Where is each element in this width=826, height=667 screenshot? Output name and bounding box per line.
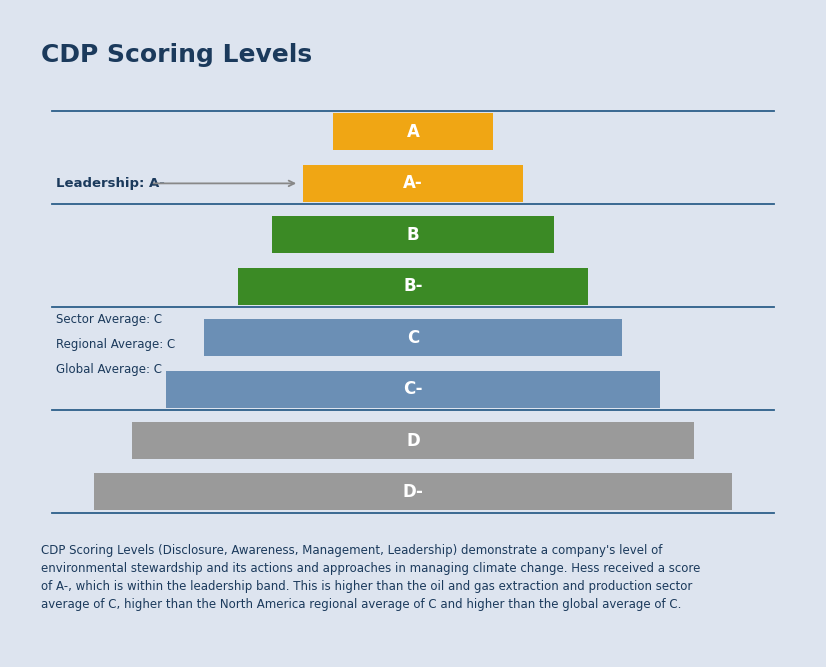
Text: C-: C- bbox=[403, 380, 423, 398]
Text: C: C bbox=[407, 329, 419, 347]
Text: Leadership: A-: Leadership: A- bbox=[56, 177, 164, 190]
Text: CDP Scoring Levels (Disclosure, Awareness, Management, Leadership) demonstrate a: CDP Scoring Levels (Disclosure, Awarenes… bbox=[41, 544, 700, 610]
Text: D-: D- bbox=[402, 483, 424, 501]
Text: Sector Average: C: Sector Average: C bbox=[56, 313, 162, 326]
Bar bbox=[94, 474, 732, 510]
Bar bbox=[303, 165, 523, 202]
Bar bbox=[333, 113, 493, 151]
Text: Regional Average: C: Regional Average: C bbox=[56, 338, 175, 351]
Text: B-: B- bbox=[403, 277, 423, 295]
Text: Global Average: C: Global Average: C bbox=[56, 363, 162, 376]
Bar bbox=[132, 422, 694, 459]
Bar bbox=[238, 267, 588, 305]
Text: D: D bbox=[406, 432, 420, 450]
Text: A: A bbox=[406, 123, 420, 141]
Text: B: B bbox=[406, 226, 420, 244]
Text: A-: A- bbox=[403, 174, 423, 192]
Text: CDP Scoring Levels: CDP Scoring Levels bbox=[41, 43, 312, 67]
Bar bbox=[166, 371, 660, 408]
Bar bbox=[204, 319, 622, 356]
Bar bbox=[273, 216, 553, 253]
